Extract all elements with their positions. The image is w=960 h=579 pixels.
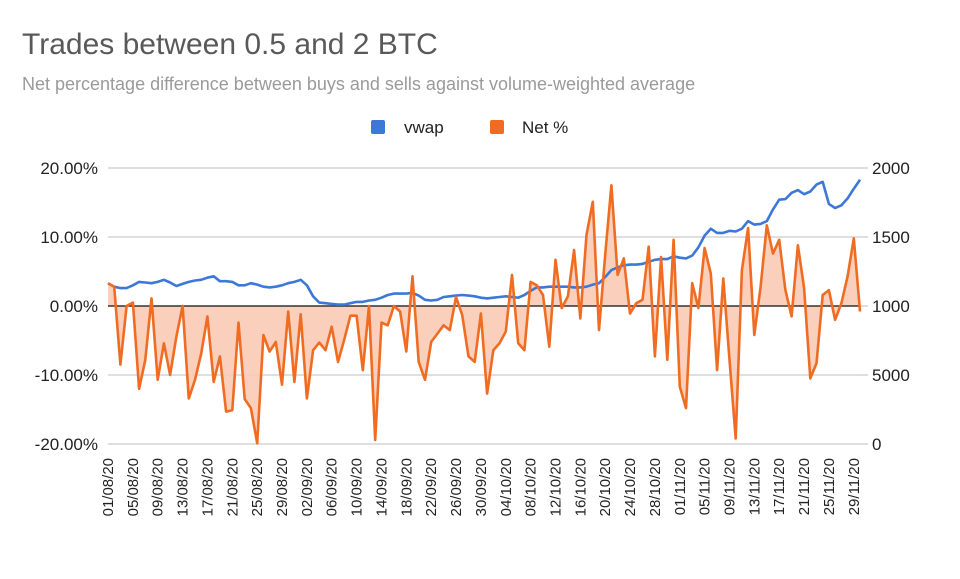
right-tick-label: 5000 [872, 366, 910, 385]
x-tick-label: 28/10/20 [647, 458, 664, 516]
x-tick-label: 04/10/20 [498, 458, 515, 516]
x-tick-label: 06/09/20 [324, 458, 341, 516]
x-tick-label: 05/08/20 [125, 458, 142, 516]
x-tick-label: 22/09/20 [423, 458, 440, 516]
legend-label-vwap: vwap [404, 118, 444, 137]
x-tick-label: 26/09/20 [448, 458, 465, 516]
x-tick-label: 17/08/20 [199, 458, 216, 516]
x-tick-label: 29/08/20 [274, 458, 291, 516]
left-tick-label: 10.00% [40, 228, 98, 247]
left-tick-label: -10.00% [35, 366, 98, 385]
legend-label-net: Net % [522, 118, 568, 137]
x-tick-label: 09/11/20 [721, 458, 738, 515]
legend-swatch-net [490, 120, 504, 134]
x-tick-label: 20/10/20 [597, 458, 614, 516]
x-tick-label: 25/08/20 [249, 458, 266, 516]
x-tick-label: 13/08/20 [175, 458, 192, 516]
left-tick-label: 0.00% [50, 297, 98, 316]
x-tick-label: 09/08/20 [150, 458, 167, 516]
chart-subtitle: Net percentage difference between buys a… [22, 74, 695, 94]
x-tick-label: 01/11/20 [672, 458, 689, 515]
x-tick-label: 10/09/20 [349, 458, 366, 516]
left-axis: 20.00% 10.00% 0.00% -10.00% -20.00% [35, 159, 98, 454]
right-tick-label: 1000 [872, 297, 910, 316]
x-tick-label: 17/11/20 [771, 458, 788, 515]
x-tick-label: 18/09/20 [398, 458, 415, 516]
x-tick-label: 21/08/20 [224, 458, 241, 516]
x-tick-label: 01/08/20 [100, 458, 117, 516]
x-tick-label: 14/09/20 [373, 458, 390, 516]
chart-title: Trades between 0.5 and 2 BTC [22, 28, 438, 61]
right-tick-label: 2000 [872, 159, 910, 178]
x-tick-label: 24/10/20 [622, 458, 639, 516]
x-tick-label: 30/09/20 [473, 458, 490, 516]
plot-area [108, 180, 860, 444]
x-tick-label: 25/11/20 [821, 458, 838, 515]
left-tick-label: 20.00% [40, 159, 98, 178]
x-tick-label: 05/11/20 [697, 458, 714, 515]
right-tick-label: 0 [872, 435, 881, 454]
legend-swatch-vwap [371, 120, 385, 134]
right-tick-label: 1500 [872, 228, 910, 247]
x-axis: 01/08/20 05/08/20 09/08/20 13/08/20 17/08/20… [100, 458, 863, 516]
left-tick-label: -20.00% [35, 435, 98, 454]
x-tick-label: 08/10/20 [523, 458, 540, 516]
x-tick-label: 16/10/20 [572, 458, 589, 516]
right-axis: 2000 1500 1000 5000 0 [860, 159, 910, 454]
x-tick-label: 21/11/20 [796, 458, 813, 515]
x-tick-label: 29/11/20 [846, 458, 863, 515]
x-tick-label: 12/10/20 [547, 458, 564, 516]
x-tick-label: 13/11/20 [746, 458, 763, 515]
legend: vwap Net % [371, 118, 568, 137]
x-tick-label: 02/09/20 [299, 458, 316, 516]
